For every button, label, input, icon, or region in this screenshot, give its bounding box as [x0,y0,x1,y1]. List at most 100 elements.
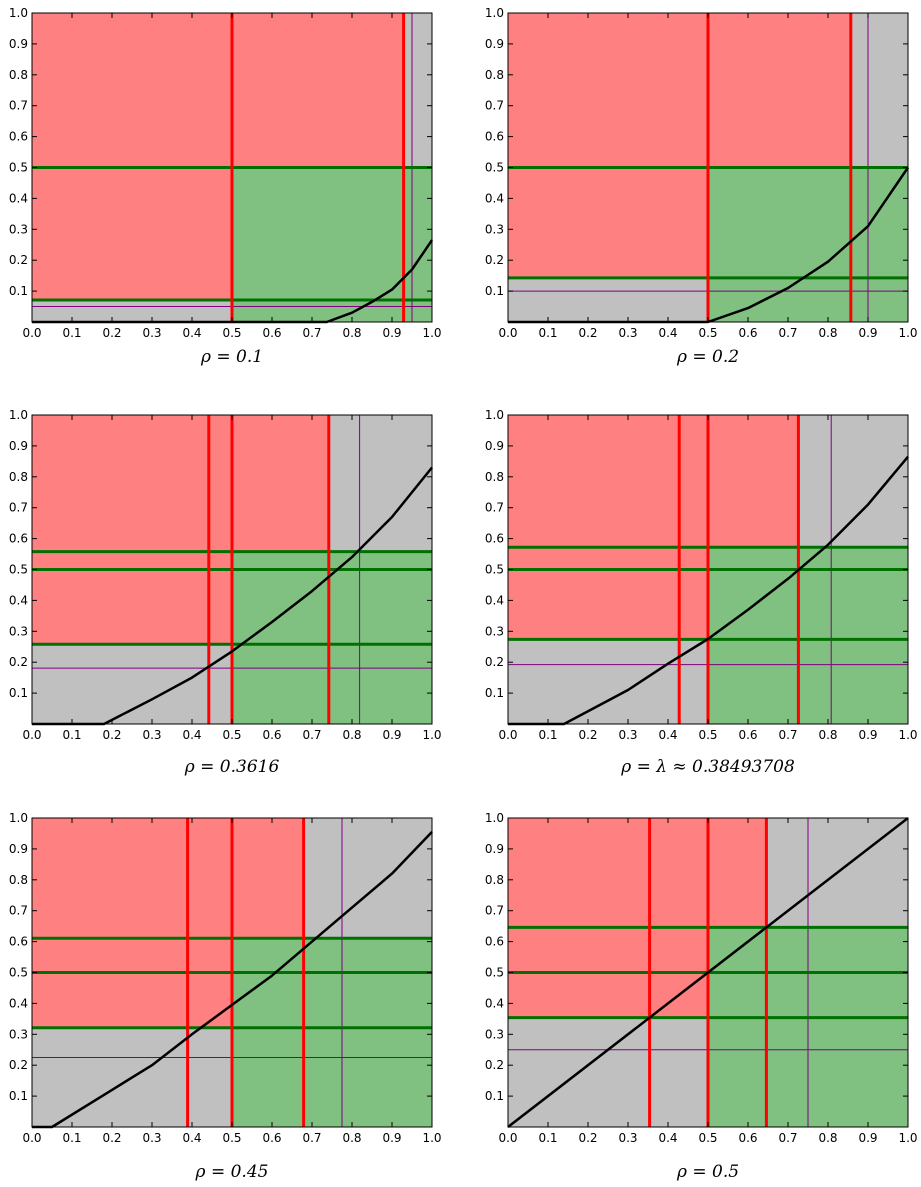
x-tick-label: 0.1 [538,1131,557,1145]
y-tick-label: 0.1 [9,1089,28,1103]
y-tick-label: 0.3 [485,1027,504,1041]
y-tick-label: 1.0 [485,408,504,422]
x-tick-label: 0.9 [382,326,401,340]
x-tick-label: 0.4 [182,326,201,340]
y-tick-label: 0.1 [9,686,28,700]
x-tick-label: 0.8 [818,728,837,742]
y-tick-label: 0.5 [485,966,504,980]
y-tick-label: 0.8 [485,470,504,484]
y-tick-label: 0.3 [485,624,504,638]
y-tick-label: 0.2 [9,1058,28,1072]
y-tick-label: 0.1 [485,686,504,700]
y-tick-label: 0.6 [9,130,28,144]
y-tick-label: 0.7 [9,501,28,515]
x-tick-label: 0.1 [62,728,81,742]
y-tick-label: 0.6 [485,532,504,546]
y-tick-label: 0.2 [485,253,504,267]
x-tick-label: 0.7 [778,326,797,340]
x-tick-label: 1.0 [898,728,917,742]
x-tick-label: 0.3 [618,326,637,340]
x-tick-label: 0.0 [498,1131,517,1145]
y-tick-label: 0.4 [485,191,504,205]
chart-svg: 0.0 0.1 0.2 0.3 0.4 0.5 0.6 0.7 0.8 0.9 1.0 0.1 0.2 0… [9,6,442,340]
y-tick-label: 0.9 [9,842,28,856]
x-tick-label: 0.9 [858,326,877,340]
region-winning [232,938,432,1127]
curve [507,817,909,1128]
x-tick-label: 0.8 [342,326,361,340]
plot-area [508,415,909,726]
y-tick-label: 1.0 [9,6,28,20]
chart-panel-1: 0.0 0.1 0.2 0.3 0.4 0.5 0.6 0.7 0.8 0.9 1.0 0.1 0.2 0… [0,0,446,348]
x-tick-label: 0.3 [142,1131,161,1145]
x-tick-label: 0.7 [778,728,797,742]
y-tick-label: 0.7 [485,501,504,515]
y-tick-label: 0.7 [9,904,28,918]
y-tick-label: 1.0 [485,6,504,20]
plot-area [508,13,910,324]
x-tick-label: 0.7 [302,326,321,340]
x-tick-label: 0.3 [142,728,161,742]
x-tick-label: 0.9 [858,1131,877,1145]
y-tick-label: 0.9 [485,439,504,453]
panel-caption: ρ = 0.1 [200,347,264,367]
plot-area [32,13,434,324]
panel-caption: ρ = λ ≈ 0.38493708 [621,757,795,777]
y-tick-label: 0.3 [485,222,504,236]
y-tick-label: 0.2 [9,253,28,267]
x-tick-label: 0.1 [62,326,81,340]
x-tick-label: 0.4 [182,728,201,742]
y-tick-label: 0.4 [9,191,28,205]
y-tick-label: 1.0 [9,408,28,422]
chart-svg: 0.0 0.1 0.2 0.3 0.4 0.5 0.6 0.7 0.8 0.9 1.0 0.1 0.2 0… [485,811,918,1145]
x-tick-label: 1.0 [422,728,441,742]
x-tick-label: 0.5 [698,1131,717,1145]
y-tick-label: 0.6 [485,130,504,144]
x-tick-label: 1.0 [898,326,917,340]
x-tick-label: 0.6 [262,326,281,340]
y-tick-label: 0.7 [9,99,28,113]
y-tick-label: 1.0 [9,811,28,825]
x-tick-label: 0.7 [302,728,321,742]
x-tick-label: 0.2 [578,728,597,742]
x-tick-label: 0.8 [818,326,837,340]
y-tick-label: 0.6 [9,935,28,949]
x-tick-label: 1.0 [898,1131,917,1145]
x-tick-label: 1.0 [422,326,441,340]
chart-svg: 0.0 0.1 0.2 0.3 0.4 0.5 0.6 0.7 0.8 0.9 1.0 0.1 0.2 0… [485,6,918,340]
y-tick-label: 0.5 [485,563,504,577]
y-tick-label: 0.4 [9,996,28,1010]
chart-panel-4: 0.0 0.1 0.2 0.3 0.4 0.5 0.6 0.7 0.8 0.9 1.0 0.1 0.2 0… [476,402,921,750]
region-winning [708,167,908,322]
chart-panel-3: 0.0 0.1 0.2 0.3 0.4 0.5 0.6 0.7 0.8 0.9 1.0 0.1 0.2 0… [0,402,446,750]
x-tick-label: 0.1 [538,326,557,340]
x-tick-label: 0.0 [22,326,41,340]
y-tick-label: 0.5 [9,161,28,175]
chart-panel-5: 0.0 0.1 0.2 0.3 0.4 0.5 0.6 0.7 0.8 0.9 1.0 0.1 0.2 0… [0,805,446,1153]
y-tick-label: 0.4 [9,593,28,607]
curve [32,831,433,1129]
y-tick-label: 0.3 [9,222,28,236]
y-tick-label: 0.4 [485,593,504,607]
curve [32,466,433,726]
x-tick-label: 0.6 [262,1131,281,1145]
chart-panel-6: 0.0 0.1 0.2 0.3 0.4 0.5 0.6 0.7 0.8 0.9 1.0 0.1 0.2 0… [476,805,921,1153]
plot-area [32,415,433,726]
y-tick-label: 0.4 [485,996,504,1010]
x-tick-label: 0.8 [818,1131,837,1145]
x-tick-label: 0.6 [738,728,757,742]
x-tick-label: 0.5 [222,326,241,340]
curve [508,455,909,726]
y-tick-label: 0.9 [9,439,28,453]
x-tick-label: 0.1 [62,1131,81,1145]
y-tick-label: 0.2 [9,655,28,669]
panel-caption: ρ = 0.3616 [184,757,280,777]
y-tick-label: 1.0 [485,811,504,825]
plot-area [32,818,433,1129]
x-tick-label: 0.6 [262,728,281,742]
x-tick-label: 0.8 [342,728,361,742]
x-tick-label: 0.3 [618,728,637,742]
chart-svg: 0.0 0.1 0.2 0.3 0.4 0.5 0.6 0.7 0.8 0.9 1.0 0.1 0.2 0… [9,811,442,1145]
x-tick-label: 0.9 [858,728,877,742]
x-tick-label: 0.0 [498,326,517,340]
